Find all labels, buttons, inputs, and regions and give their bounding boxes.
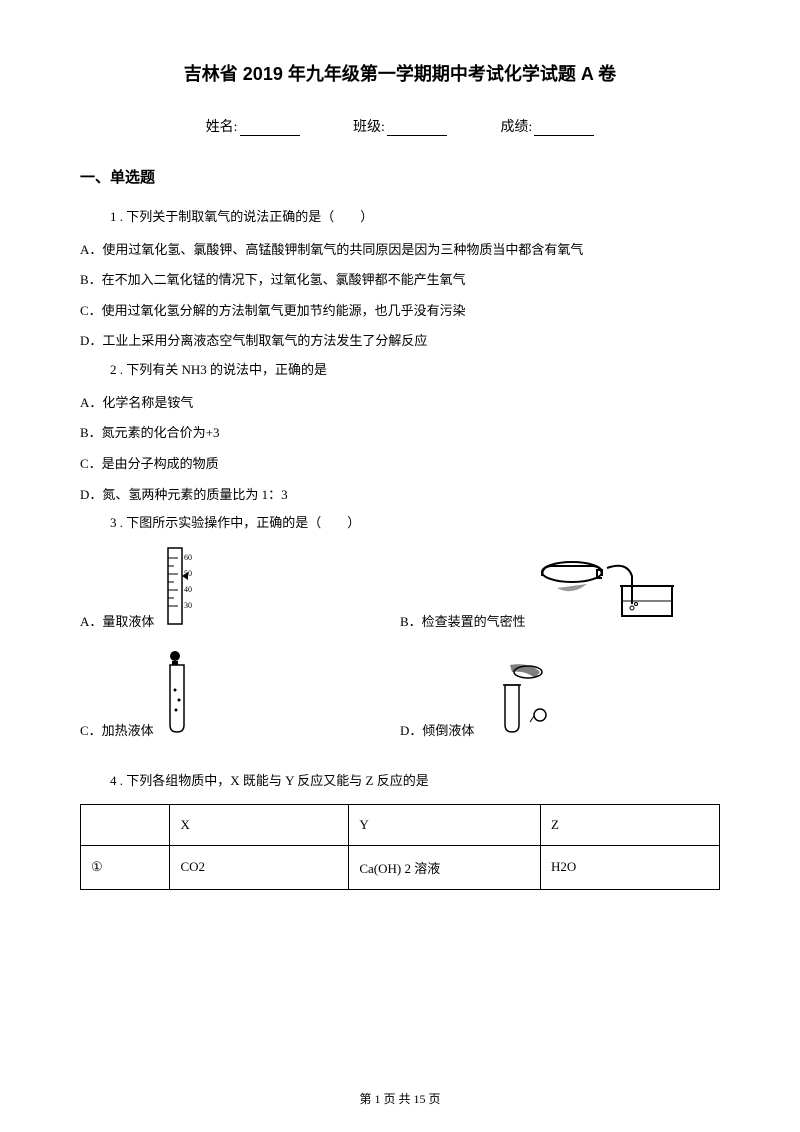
name-blank bbox=[240, 122, 300, 136]
q3-option-a-label: A．量取液体 bbox=[80, 611, 154, 630]
q3-stem: 3 . 下图所示实验操作中，正确的是（ ） bbox=[80, 511, 720, 536]
q4-r1c1: CO2 bbox=[170, 845, 349, 889]
q4-stem: 4 . 下列各组物质中，X 既能与 Y 反应又能与 Z 反应的是 bbox=[80, 769, 720, 794]
heating-liquid-icon bbox=[160, 650, 195, 739]
q1-option-c: C．使用过氧化氢分解的方法制氧气更加节约能源，也几乎没有污染 bbox=[80, 297, 720, 326]
q2-option-a: A．化学名称是铵气 bbox=[80, 389, 720, 418]
pouring-liquid-icon bbox=[480, 660, 570, 739]
q2-option-d: D．氮、氢两种元素的质量比为 1：3 bbox=[80, 481, 720, 510]
svg-text:60: 60 bbox=[184, 553, 192, 562]
q4-h3: Z bbox=[541, 804, 720, 845]
graduated-cylinder-icon: 60 50 40 30 bbox=[160, 546, 200, 630]
q4-table: X Y Z ① CO2 Ca(OH) 2 溶液 H2O bbox=[80, 804, 720, 890]
class-blank bbox=[387, 122, 447, 136]
table-row: X Y Z bbox=[81, 804, 720, 845]
q4-r1c0: ① bbox=[81, 845, 170, 889]
q3-image-options: A．量取液体 60 50 40 30 B．检查装置的气密性 bbox=[80, 546, 720, 759]
airtightness-icon bbox=[532, 556, 682, 630]
q3-option-d-wrap: D．倾倒液体 bbox=[400, 650, 720, 739]
q2-stem: 2 . 下列有关 NH3 的说法中，正确的是 bbox=[80, 358, 720, 383]
page-title: 吉林省 2019 年九年级第一学期期中考试化学试题 A 卷 bbox=[80, 60, 720, 86]
q3-option-b-label: B．检查装置的气密性 bbox=[400, 611, 526, 630]
q3-option-a-wrap: A．量取液体 60 50 40 30 bbox=[80, 546, 400, 630]
q4-h1: X bbox=[170, 804, 349, 845]
q4-r1c2: Ca(OH) 2 溶液 bbox=[349, 845, 541, 889]
score-blank bbox=[534, 122, 594, 136]
q1-option-d: D．工业上采用分离液态空气制取氧气的方法发生了分解反应 bbox=[80, 327, 720, 356]
q4-h0 bbox=[81, 804, 170, 845]
page-footer: 第 1 页 共 15 页 bbox=[0, 1090, 800, 1107]
svg-text:30: 30 bbox=[184, 601, 192, 610]
student-info-row: 姓名: 班级: 成绩: bbox=[80, 116, 720, 136]
q1-stem: 1 . 下列关于制取氧气的说法正确的是（ ） bbox=[80, 205, 720, 230]
q1-option-a: A．使用过氧化氢、氯酸钾、高锰酸钾制氧气的共同原因是因为三种物质当中都含有氧气 bbox=[80, 236, 720, 265]
q2-option-b: B．氮元素的化合价为+3 bbox=[80, 419, 720, 448]
q2-option-c: C．是由分子构成的物质 bbox=[80, 450, 720, 479]
q1-option-b: B．在不加入二氧化锰的情况下，过氧化氢、氯酸钾都不能产生氧气 bbox=[80, 266, 720, 295]
svg-text:40: 40 bbox=[184, 585, 192, 594]
table-row: ① CO2 Ca(OH) 2 溶液 H2O bbox=[81, 845, 720, 889]
q4-r1c3: H2O bbox=[541, 845, 720, 889]
q3-option-b-wrap: B．检查装置的气密性 bbox=[400, 546, 720, 630]
section-heading: 一、单选题 bbox=[80, 166, 720, 187]
q3-option-c-wrap: C．加热液体 bbox=[80, 650, 400, 739]
class-label: 班级: bbox=[353, 120, 385, 135]
q3-option-d-label: D．倾倒液体 bbox=[400, 720, 474, 739]
name-label: 姓名: bbox=[206, 120, 238, 135]
q3-option-c-label: C．加热液体 bbox=[80, 720, 154, 739]
q4-h2: Y bbox=[349, 804, 541, 845]
score-label: 成绩: bbox=[500, 120, 532, 135]
